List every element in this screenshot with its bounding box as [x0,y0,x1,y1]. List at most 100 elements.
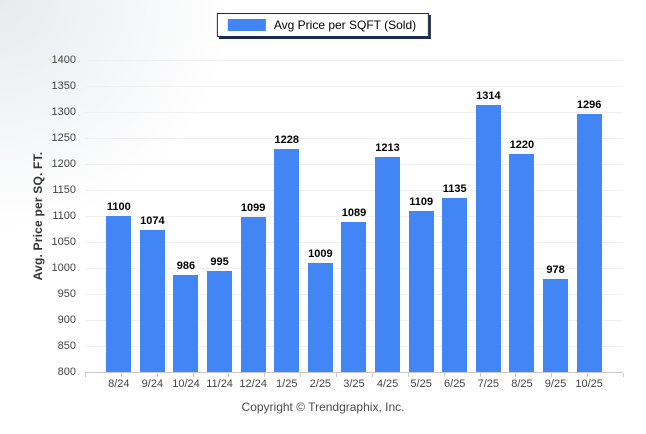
x-tick-mark [336,373,338,377]
bar-value-label: 1228 [274,134,300,147]
bar-value-label: 986 [176,260,196,273]
x-tick-mark [120,373,122,377]
x-label-4/25: 4/25 [376,378,399,390]
legend-swatch-icon [227,19,266,31]
bars-row: 1100 1074 986 995 1099 1228 1009 1089 1213 1109 11… [102,60,606,372]
bar-1/25 [274,149,300,372]
x-tick-mark [85,373,86,377]
y-tick-label: 1400 [51,54,76,66]
y-tick-label: 1250 [51,132,76,144]
gridline [85,112,623,113]
bar-3/25 [341,221,367,372]
x-label-8/24: 8/24 [108,378,130,390]
copyright-text: Copyright © Trendgraphix, Inc. [241,400,405,414]
x-tick-mark [192,373,194,377]
x-label-2/25: 2/25 [309,378,332,390]
gridline [85,86,623,87]
x-label-11/24: 11/24 [206,378,233,390]
bar-6/25 [442,197,468,372]
y-tick-label: 1150 [52,184,76,196]
bar-slot: 1314 [472,60,506,372]
bar-2/25 [307,263,333,372]
bar-slot: 1074 [136,60,170,372]
legend: Avg Price per SQFT (Sold) [216,13,430,37]
bar-value-label: 1074 [140,214,165,227]
x-label-1/25: 1/25 [276,378,298,390]
bar-slot: 978 [539,60,573,372]
x-label-8/25: 8/25 [511,378,533,390]
bar-10/25 [576,114,602,372]
y-tick-label: 800 [57,366,76,378]
bar-value-label: 1100 [106,201,131,213]
plot-area: 1100 1074 986 995 1099 1228 1009 1089 1213 1109 11… [85,60,624,377]
y-tick-label: 1000 [51,262,76,274]
bar-value-label: 1109 [409,196,434,209]
bar-8/24 [106,216,132,372]
x-label-10/24: 10/24 [172,378,200,390]
gridline [85,60,623,61]
bar-slot: 1109 [404,60,438,372]
y-tick-label: 1200 [51,158,76,170]
y-tick-label: 850 [57,340,76,352]
x-label-7/25: 7/25 [477,378,500,390]
y-tick-label: 1100 [52,210,76,222]
bar-value-label: 1089 [341,206,367,219]
y-axis-tick-labels: 800 850 900 950 1000 1050 1100 1150 1200 1250 1300… [0,54,76,378]
bar-slot: 1213 [371,60,405,372]
bar-value-label: 1135 [442,182,467,195]
bar-value-label: 995 [210,255,229,268]
bar-11/24 [207,270,233,372]
x-tick-mark [156,373,158,377]
y-tick-label: 1350 [51,80,76,92]
x-tick-mark [228,373,230,377]
bar-slot: 1099 [236,60,270,372]
bar-5/25 [408,211,434,372]
bar-slot: 1296 [572,60,606,372]
bar-value-label: 1099 [240,201,266,214]
x-label-9/24: 9/24 [141,378,164,390]
x-label-3/25: 3/25 [343,378,365,390]
x-tick-mark [515,373,517,377]
x-tick-mark [479,373,481,377]
y-tick-label: 1050 [51,236,76,248]
x-axis-labels: 8/24 9/24 10/24 11/24 12/24 1/25 2/25 3/25 4/25 5… [102,378,606,390]
gridline [85,216,623,217]
x-tick-mark [407,373,409,377]
bar-4/25 [375,157,401,372]
bar-value-label: 978 [546,264,565,277]
bar-value-label: 1220 [509,138,535,151]
x-label-12/24: 12/24 [239,378,267,390]
y-tick-label: 1300 [51,106,76,118]
x-tick-mark [587,373,589,377]
bar-9/25 [543,279,569,372]
x-tick-mark [443,373,445,377]
y-tick-label: 900 [57,314,76,326]
bar-slot: 986 [169,60,203,372]
bar-slot: 1228 [270,60,304,372]
x-label-10/25: 10/25 [575,378,603,390]
legend-label: Avg Price per SQFT (Sold) [273,18,417,32]
bar-value-label: 1314 [476,89,501,102]
y-tick-label: 950 [57,288,76,300]
gridline [85,138,623,139]
bar-slot: 1135 [438,60,472,372]
x-label-5/25: 5/25 [410,378,432,390]
x-tick-mark [300,373,302,377]
x-tick-mark [264,373,266,377]
bar-value-label: 1213 [375,142,400,155]
bar-slot: 995 [203,60,237,372]
gridline [85,190,623,191]
bar-7/25 [475,104,501,372]
bar-10/24 [173,275,199,372]
bar-value-label: 1296 [576,99,602,112]
bar-slot: 1009 [304,60,338,372]
bar-value-label: 1009 [308,248,333,261]
bar-9/24 [139,229,165,372]
x-axis-line [85,372,623,373]
x-tick-mark [551,373,553,377]
x-tick-mark [371,373,373,377]
bar-8/25 [509,153,535,372]
x-label-9/25: 9/25 [544,378,567,390]
bar-slot: 1100 [102,60,136,372]
